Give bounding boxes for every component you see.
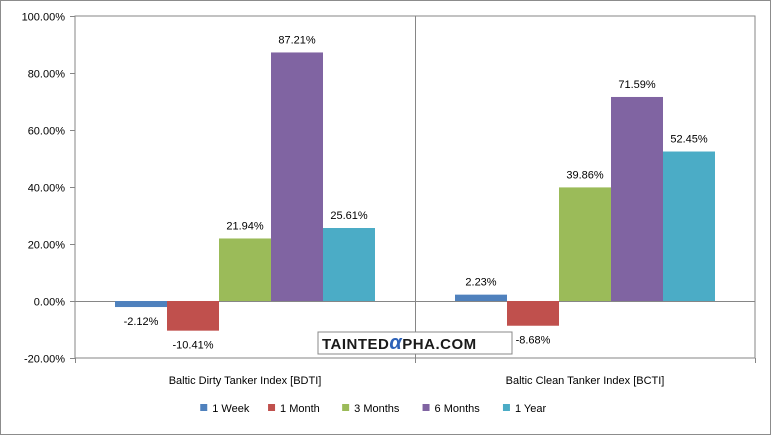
legend-label: 1 Month [280,403,320,415]
data-label: 25.61% [330,210,368,222]
bar [219,238,271,301]
bar [611,96,663,301]
y-tick-label: 80.00% [28,69,66,81]
data-label: -8.68% [516,335,551,347]
watermark-logo: TAINTEDαPHA.COM [322,332,477,354]
bar [507,301,559,326]
bar [271,52,323,301]
y-tick-label: 100.00% [22,12,66,24]
legend-label: 6 Months [435,403,481,415]
y-tick-label: -20.00% [24,354,65,366]
data-label: 87.21% [278,34,316,46]
category-label: Baltic Dirty Tanker Index [BDTI] [169,375,322,387]
data-label: 52.45% [670,134,708,146]
y-tick-label: 0.00% [34,297,65,309]
legend-label: 1 Week [212,403,250,415]
legend-swatch [268,404,276,411]
y-tick-label: 20.00% [28,240,66,252]
bar [559,187,611,301]
legend-label: 1 Year [515,403,547,415]
legend-swatch [502,404,510,411]
y-tick-label: 60.00% [28,126,66,138]
data-label: 39.86% [566,169,604,181]
legend-swatch [422,404,430,411]
bar [323,228,375,301]
watermark-box [317,331,513,355]
bar [115,301,167,308]
bar [663,151,715,301]
data-label: 71.59% [618,79,656,91]
data-label: 2.23% [465,277,496,289]
y-tick-label: 40.00% [28,183,66,195]
data-label: 21.94% [226,220,264,232]
data-label: -2.12% [124,316,159,328]
bar [455,294,507,301]
data-label: -10.41% [173,340,214,352]
bar [167,301,219,331]
legend-swatch [342,404,350,411]
legend-label: 3 Months [354,403,400,415]
category-label: Baltic Clean Tanker Index [BCTI] [506,375,665,387]
legend-swatch [200,404,208,411]
